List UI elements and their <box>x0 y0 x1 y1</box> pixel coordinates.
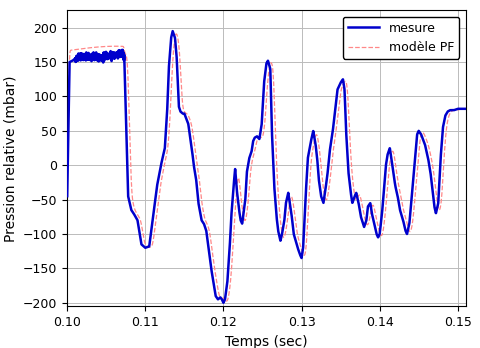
modèle PF <box>455 108 461 112</box>
Line: modèle PF: modèle PF <box>67 34 466 301</box>
mesure <box>133 216 139 220</box>
modèle PF <box>235 180 240 184</box>
Legend: mesure, modèle PF: mesure, modèle PF <box>343 17 459 59</box>
modèle PF <box>217 295 223 299</box>
modèle PF <box>133 210 139 214</box>
modèle PF <box>64 170 70 174</box>
X-axis label: Temps (sec): Temps (sec) <box>225 334 308 348</box>
mesure <box>235 194 240 198</box>
mesure <box>64 194 70 198</box>
mesure <box>220 301 226 305</box>
modèle PF <box>173 32 179 36</box>
mesure <box>463 107 468 111</box>
Line: mesure: mesure <box>67 31 466 303</box>
Y-axis label: Pression relative (mbar): Pression relative (mbar) <box>3 75 18 242</box>
mesure <box>217 295 223 300</box>
mesure <box>170 29 176 33</box>
mesure <box>110 55 116 59</box>
mesure <box>455 107 461 111</box>
modèle PF <box>110 44 116 48</box>
mesure <box>412 155 418 159</box>
modèle PF <box>224 299 229 303</box>
modèle PF <box>412 194 418 198</box>
modèle PF <box>463 107 468 111</box>
